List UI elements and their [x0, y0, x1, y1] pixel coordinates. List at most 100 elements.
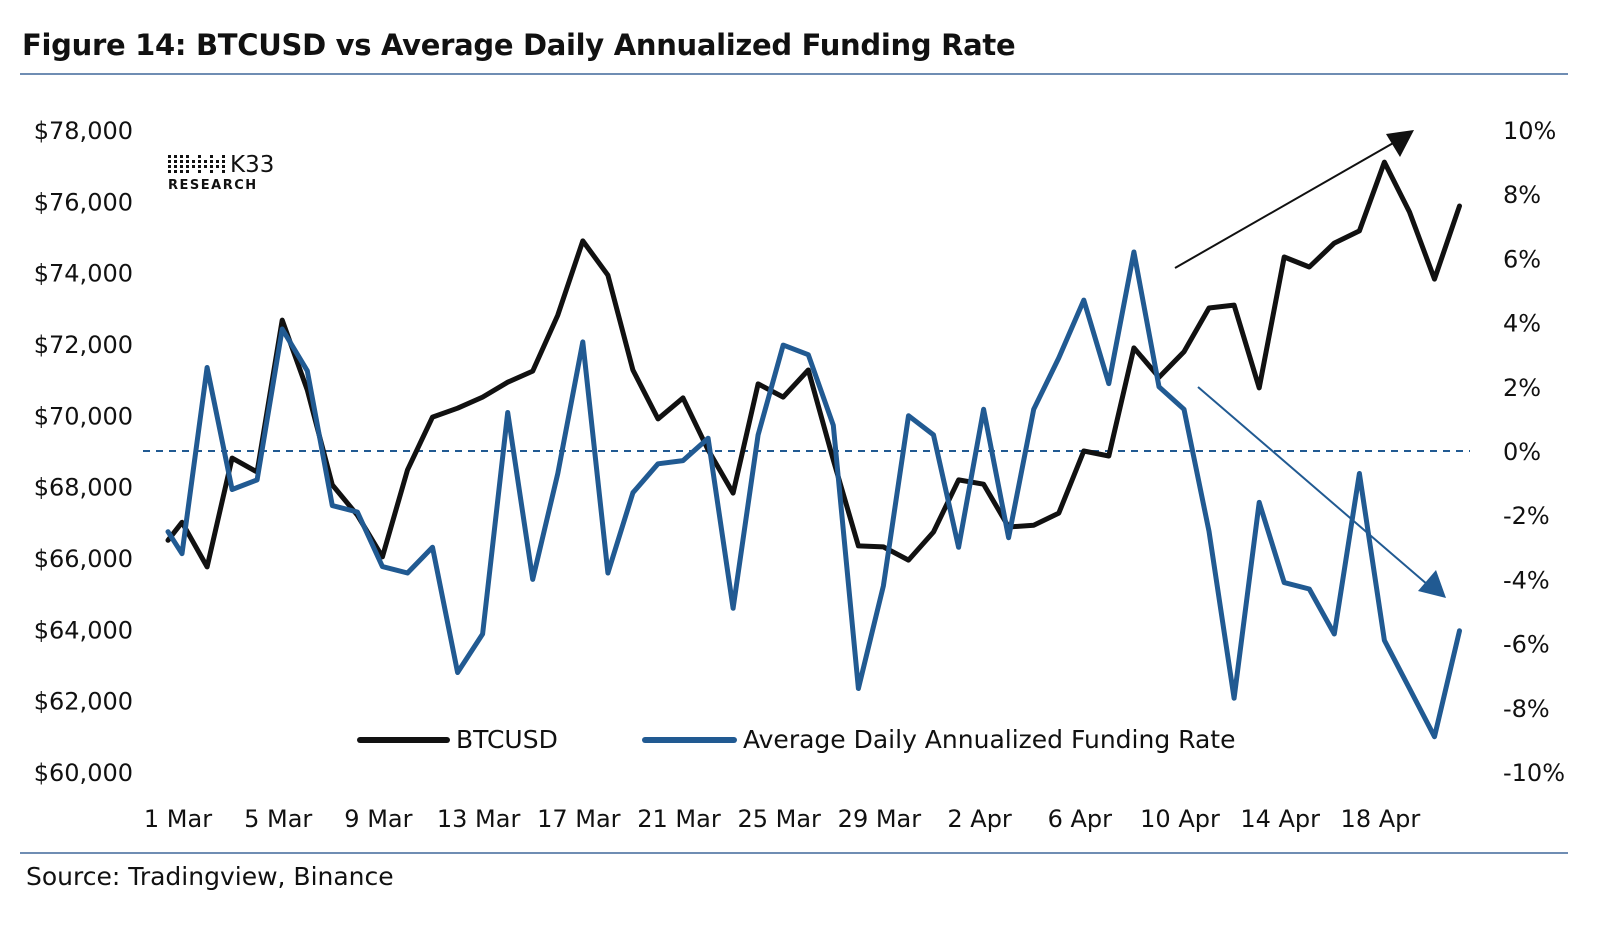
btcusd-point	[405, 467, 410, 472]
x-tick-label: 14 Apr	[1240, 805, 1320, 833]
btcusd-point	[931, 529, 936, 534]
y-right-tick-label: 4%	[1503, 310, 1541, 338]
legend-label-funding-rate: Average Daily Annualized Funding Rate	[743, 725, 1235, 754]
source-note: Source: Tradingview, Binance	[26, 862, 394, 891]
btcusd-point	[781, 395, 786, 400]
funding-rate-point	[180, 551, 185, 556]
funding-rate-point	[1257, 500, 1262, 505]
funding-rate-point	[255, 477, 260, 482]
btcusd-point	[605, 273, 610, 278]
funding-rate-point	[1156, 384, 1161, 389]
btcusd-point	[1081, 449, 1086, 454]
funding-rate-point	[1031, 407, 1036, 412]
x-tick-label: 2 Apr	[947, 805, 1012, 833]
funding-rate-point	[1056, 355, 1061, 360]
y-left-tick-label: $66,000	[34, 545, 133, 573]
x-tick-label: 5 Mar	[244, 805, 312, 833]
x-tick-label: 9 Mar	[344, 805, 412, 833]
funding-rate-point	[756, 432, 761, 437]
btcusd-point	[1056, 511, 1061, 516]
title-divider	[20, 73, 1568, 75]
btcusd-point	[655, 416, 660, 421]
btcusd-point	[1031, 523, 1036, 528]
funding-rate-point	[706, 436, 711, 441]
legend-label-btcusd: BTCUSD	[456, 725, 558, 754]
funding-rate-point	[455, 670, 460, 675]
funding-rate-point	[981, 407, 986, 412]
y-right-tick-label: -4%	[1503, 566, 1550, 594]
btcusd-point	[956, 477, 961, 482]
btcusd-point	[530, 369, 535, 374]
funding-rate-point	[881, 583, 886, 588]
y-right-tick-label: 6%	[1503, 245, 1541, 273]
btc-up-arrow	[1174, 130, 1414, 269]
y-right-tick-label: -8%	[1503, 695, 1550, 723]
y-right-tick-label: -10%	[1503, 759, 1565, 787]
logo-mark: K33	[230, 152, 274, 178]
funding-rate-point	[1232, 696, 1237, 701]
y-left-tick-label: $62,000	[34, 688, 133, 716]
btcusd-point	[455, 406, 460, 411]
y-left-tick-label: $70,000	[34, 402, 133, 430]
y-left-tick-label: $72,000	[34, 331, 133, 359]
funding-rate-point	[1382, 638, 1387, 643]
funding-rate-point	[906, 413, 911, 418]
figure-title: Figure 14: BTCUSD vs Average Daily Annua…	[22, 28, 1016, 62]
y-left-tick-label: $68,000	[34, 474, 133, 502]
funding-rate-point	[355, 509, 360, 514]
funding-down-arrow	[1197, 386, 1446, 598]
btcusd-point	[280, 318, 285, 323]
legend: BTCUSD Average Daily Annualized Funding …	[357, 725, 1235, 754]
funding-rate-point	[1432, 734, 1437, 739]
y-right-tick-label: -2%	[1503, 502, 1550, 530]
btcusd-point	[981, 482, 986, 487]
y-right-tick-label: 0%	[1503, 438, 1541, 466]
funding-rate-point	[1006, 535, 1011, 540]
btcusd-point	[430, 415, 435, 420]
footer-divider	[20, 852, 1568, 854]
btcusd-point	[881, 544, 886, 549]
btcusd-point	[1131, 345, 1136, 350]
btcusd-point	[230, 456, 235, 461]
btcusd-point	[856, 543, 861, 548]
series-line-funding-rate	[165, 249, 1462, 740]
x-tick-label: 17 Mar	[537, 805, 621, 833]
funding-rate-point	[655, 461, 660, 466]
funding-rate-point	[956, 545, 961, 550]
funding-rate-point	[230, 487, 235, 492]
funding-rate-point	[856, 686, 861, 691]
btcusd-point	[1332, 241, 1337, 246]
btcusd-point	[205, 564, 210, 569]
funding-rate-point	[681, 458, 686, 463]
funding-rate-point	[330, 503, 335, 508]
btcusd-point	[756, 381, 761, 386]
btcusd-point	[1382, 160, 1387, 165]
funding-rate-point	[1332, 631, 1337, 636]
btcusd-point	[1282, 254, 1287, 259]
btcusd-point	[806, 368, 811, 373]
funding-rate-point	[555, 471, 560, 476]
btcusd-point	[1357, 228, 1362, 233]
btcusd-point	[555, 313, 560, 318]
funding-rate-point	[781, 343, 786, 348]
btcusd-point	[1106, 453, 1111, 458]
funding-rate-point	[731, 606, 736, 611]
btcusd-point	[1307, 264, 1312, 269]
y-right-tick-label: 8%	[1503, 181, 1541, 209]
funding-rate-point	[1307, 587, 1312, 592]
x-tick-label: 6 Apr	[1048, 805, 1113, 833]
logo-subtitle: RESEARCH	[168, 178, 258, 193]
funding-rate-point	[630, 490, 635, 495]
y-left-tick-label: $76,000	[34, 188, 133, 216]
funding-rate-point	[1131, 249, 1136, 254]
y-right-tick-label: -6%	[1503, 631, 1550, 659]
funding-rate-point	[430, 545, 435, 550]
funding-rate-point	[505, 410, 510, 415]
y-left-tick-label: $78,000	[34, 117, 133, 145]
btcusd-point	[681, 395, 686, 400]
btcusd-point	[1232, 303, 1237, 308]
funding-rate-point	[1457, 628, 1462, 633]
funding-rate-point	[205, 365, 210, 370]
